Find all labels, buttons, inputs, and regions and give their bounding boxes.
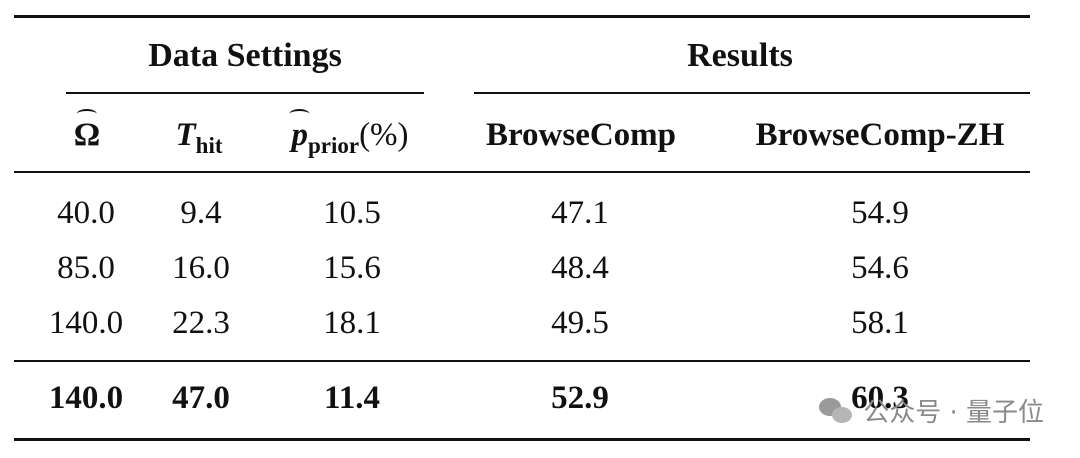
table-cell: 49.5: [551, 305, 609, 341]
table-cell: 54.9: [851, 195, 909, 231]
table-cell: 48.4: [551, 250, 609, 286]
watermark: 公众号 · 量子位: [819, 392, 1044, 429]
header-rule: [14, 171, 1030, 173]
table-cell: 54.6: [851, 250, 909, 286]
table-cell-bold: 11.4: [324, 380, 380, 416]
table-cell: 47.1: [551, 195, 609, 231]
col-header-browsecomp: BrowseComp: [485, 117, 677, 153]
top-rule: [14, 15, 1030, 18]
col-header-omega: Ω: [73, 117, 101, 153]
col-header-t-hit: Thit: [175, 117, 223, 158]
table-cell-bold: 140.0: [48, 380, 124, 416]
table-cell-bold: 52.9: [551, 380, 609, 416]
table-cell: 15.6: [323, 250, 381, 286]
table-cell: 140.0: [48, 305, 124, 341]
table-cell-bold: 47.0: [172, 380, 230, 416]
table-cell: 22.3: [172, 305, 230, 341]
col-header-browsecomp-zh: BrowseComp-ZH: [755, 117, 1005, 153]
table-cell: 18.1: [323, 305, 381, 341]
table-cell: 40.0: [57, 195, 115, 231]
bottom-rule: [14, 438, 1030, 441]
table-cell: 58.1: [851, 305, 909, 341]
group-rule-results: [474, 92, 1030, 94]
table-cell: 10.5: [323, 195, 381, 231]
wechat-icon: [819, 396, 855, 426]
table-cell: 85.0: [57, 250, 115, 286]
separator-rule: [14, 360, 1030, 362]
watermark-text: 公众号 · 量子位: [863, 398, 1044, 428]
group-header-data-settings: Data Settings: [148, 37, 342, 74]
col-header-p-prior: pprior(%): [291, 117, 409, 158]
table-cell-bold: 60.3: [851, 380, 909, 416]
group-header-results: Results: [687, 37, 793, 74]
table-cell: 16.0: [172, 250, 230, 286]
table-cell: 9.4: [180, 195, 222, 231]
group-rule-data-settings: [66, 92, 424, 94]
